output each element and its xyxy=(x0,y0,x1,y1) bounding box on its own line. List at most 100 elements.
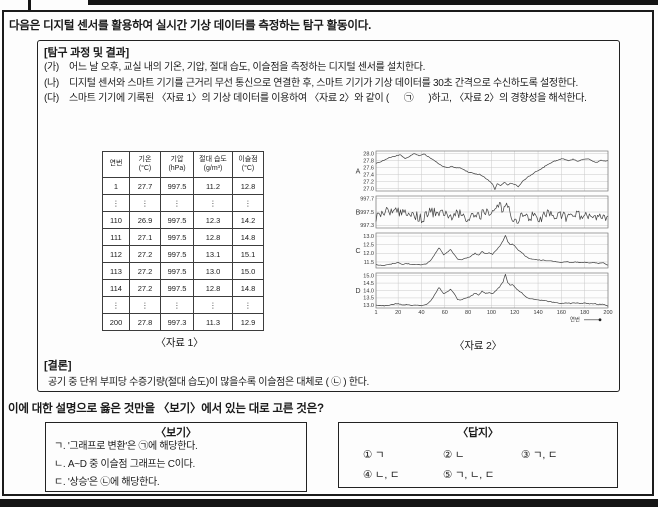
table-cell: ⋮ xyxy=(193,296,233,314)
panel-border xyxy=(375,232,609,269)
table-cell: 14.8 xyxy=(232,279,264,297)
table-cell: 14.8 xyxy=(232,228,264,246)
conclusion-header: [결론] xyxy=(44,360,72,372)
panel-border xyxy=(375,195,609,229)
table-row: 114 27.2 997.5 12.8 14.8 xyxy=(102,279,264,297)
data-series-A xyxy=(375,153,609,190)
dapji-title: 〈답지〉 xyxy=(457,427,499,439)
table-row: ⋮ ⋮ ⋮ ⋮ ⋮ xyxy=(102,194,264,212)
x-tick-label: 80 xyxy=(465,310,471,316)
table-cell: 27.8 xyxy=(129,313,161,331)
table-row: ⋮ ⋮ ⋮ ⋮ ⋮ xyxy=(102,296,264,314)
table-cell: 12.3 xyxy=(193,211,233,229)
question-text: 이에 대한 설명으로 옳은 것만을 〈보기〉에서 있는 대로 고른 것은? xyxy=(8,403,324,415)
table-cell: ⋮ xyxy=(232,296,264,314)
table-header-row: 연번 기온 (°C) 기압 (hPa) 절대 습도 (g/m³) 이슬점 (°C) xyxy=(102,151,264,178)
weather-line-chart: 28.027.827.627.427.227.0 A 997.7 997.5 997.3… xyxy=(355,150,613,324)
table-body: 1 27.7 997.5 11.2 12.8 ⋮ ⋮ ⋮ ⋮ ⋮ 110 26.9 997.5 12.3 1… xyxy=(102,177,264,331)
table-cell: 997.5 xyxy=(160,262,194,280)
inquiry-steps: (가) 어느 날 오후, 교실 내의 기온, 기압, 절대 습도, 이슬점을 측정… xyxy=(44,60,612,107)
inquiry-header: [탐구 과정 및 결과] xyxy=(44,47,129,59)
table-row: 110 26.9 997.5 12.3 14.2 xyxy=(102,211,264,229)
table-cell: ⋮ xyxy=(129,194,161,212)
table-cell: 27.2 xyxy=(129,245,161,263)
table-cell: 11.2 xyxy=(193,177,233,195)
panel-label: C xyxy=(355,248,360,255)
x-tick-label: 20 xyxy=(395,310,401,316)
table-cell: 997.5 xyxy=(160,245,194,263)
column-unit: (°C) xyxy=(138,164,152,172)
panel-label: D xyxy=(355,288,360,295)
inquiry-box: [탐구 과정 및 결과] (가) 어느 날 오후, 교실 내의 기온, 기압, 절… xyxy=(37,40,620,392)
data-series-D xyxy=(375,273,609,307)
bogi-box: 〈보기〉 ㄱ. '그래프로 변환'은 ㉠에 해당한다. ㄴ. A~D 중 이슬점 … xyxy=(45,422,307,492)
table-cell: 13.1 xyxy=(193,245,233,263)
panel-border xyxy=(375,272,609,309)
x-tick-label: 40 xyxy=(418,310,424,316)
column-header: 절대 습도 (g/m³) xyxy=(193,151,233,178)
y-tick-label: 13.0 xyxy=(363,234,374,240)
table-cell: 11.3 xyxy=(193,313,233,331)
table-cell: ⋮ xyxy=(129,296,161,314)
column-name: 이슬점 xyxy=(238,156,258,163)
table-cell: 26.9 xyxy=(129,211,161,229)
bogi-item: ㄴ. A~D 중 이슬점 그래프는 C이다. xyxy=(54,459,196,470)
answer-option: ③ ㄱ, ㄷ xyxy=(521,449,558,461)
top-divider xyxy=(88,0,658,5)
table-cell: 12.8 xyxy=(193,228,233,246)
table-cell: 27.1 xyxy=(129,228,161,246)
inquiry-step: (다) 스마트 기기에 기록된 〈자료 1〉의 기상 데이터를 이용하여 〈자료 … xyxy=(44,91,612,107)
table-row: 113 27.2 997.5 13.0 15.0 xyxy=(102,262,264,280)
column-name: 절대 습도 xyxy=(199,156,227,163)
table-cell: 27.7 xyxy=(129,177,161,195)
dapji-box: 〈답지〉 ① ㄱ ② ㄴ ③ ㄱ, ㄷ ④ ㄴ, ㄷ ⑤ ㄱ, ㄴ, ㄷ xyxy=(338,422,618,488)
inquiry-step: (나) 디지털 센서와 스마트 기기를 근거리 무선 통신으로 연결한 후, 스마… xyxy=(44,76,612,92)
y-tick-label: 997.5 xyxy=(360,210,374,216)
x-tick-label: 140 xyxy=(533,310,542,316)
table-cell: ⋮ xyxy=(102,194,130,212)
y-tick-label: 12.0 xyxy=(363,251,374,257)
table-cell: 997.5 xyxy=(160,177,194,195)
y-tick-label: 15.0 xyxy=(363,273,374,279)
step-label: (가) xyxy=(44,62,59,73)
table-row: 111 27.1 997.5 12.8 14.8 xyxy=(102,228,264,246)
y-tick-label: 13.5 xyxy=(363,296,374,302)
y-tick-label: 997.3 xyxy=(360,223,374,229)
table-cell: 997.5 xyxy=(160,228,194,246)
table-cell: 997.3 xyxy=(160,313,194,331)
x-tick-label: 180 xyxy=(580,310,589,316)
table-cell: ⋮ xyxy=(102,296,130,314)
answer-option: ① ㄱ xyxy=(363,449,385,461)
column-unit: (g/m³) xyxy=(203,164,223,172)
table-cell: 110 xyxy=(102,211,130,229)
table-cell: 13.0 xyxy=(193,262,233,280)
y-tick-label: 27.8 xyxy=(363,158,374,164)
bogi-items: ㄱ. '그래프로 변환'은 ㉠에 해당한다. ㄴ. A~D 중 이슬점 그래프는 … xyxy=(54,438,198,492)
y-tick-label: 13.0 xyxy=(363,303,374,309)
column-name: 기온 xyxy=(138,156,152,163)
table-cell: 12.8 xyxy=(193,279,233,297)
table-cell: ⋮ xyxy=(160,194,194,212)
table-cell: 114 xyxy=(102,279,130,297)
column-unit: (hPa) xyxy=(168,164,186,172)
table-cell: 27.2 xyxy=(129,279,161,297)
bottom-divider xyxy=(0,499,658,507)
x-tick-label: 60 xyxy=(442,310,448,316)
step-text: 디지털 센서와 스마트 기기를 근거리 무선 통신으로 연결한 후, 스마트 기… xyxy=(69,77,579,89)
y-tick-label: 12.5 xyxy=(363,243,374,249)
answer-option: ⑤ ㄱ, ㄴ, ㄷ xyxy=(443,469,495,481)
table-cell: 15.0 xyxy=(232,262,264,280)
legend-dot xyxy=(598,318,602,322)
table-cell: 112 xyxy=(102,245,130,263)
table-cell: 27.2 xyxy=(129,262,161,280)
column-unit: (°C) xyxy=(241,164,255,172)
table-cell: 997.5 xyxy=(160,211,194,229)
y-tick-label: 28.0 xyxy=(363,151,374,157)
y-tick-label: 27.2 xyxy=(363,179,374,185)
table-cell: ⋮ xyxy=(160,296,194,314)
y-tick-label: 14.5 xyxy=(363,281,374,287)
bogi-title: 〈보기〉 xyxy=(155,427,197,439)
panel-border xyxy=(375,150,609,192)
table-cell: 113 xyxy=(102,262,130,280)
table-row: 200 27.8 997.3 11.3 12.9 xyxy=(102,313,264,331)
